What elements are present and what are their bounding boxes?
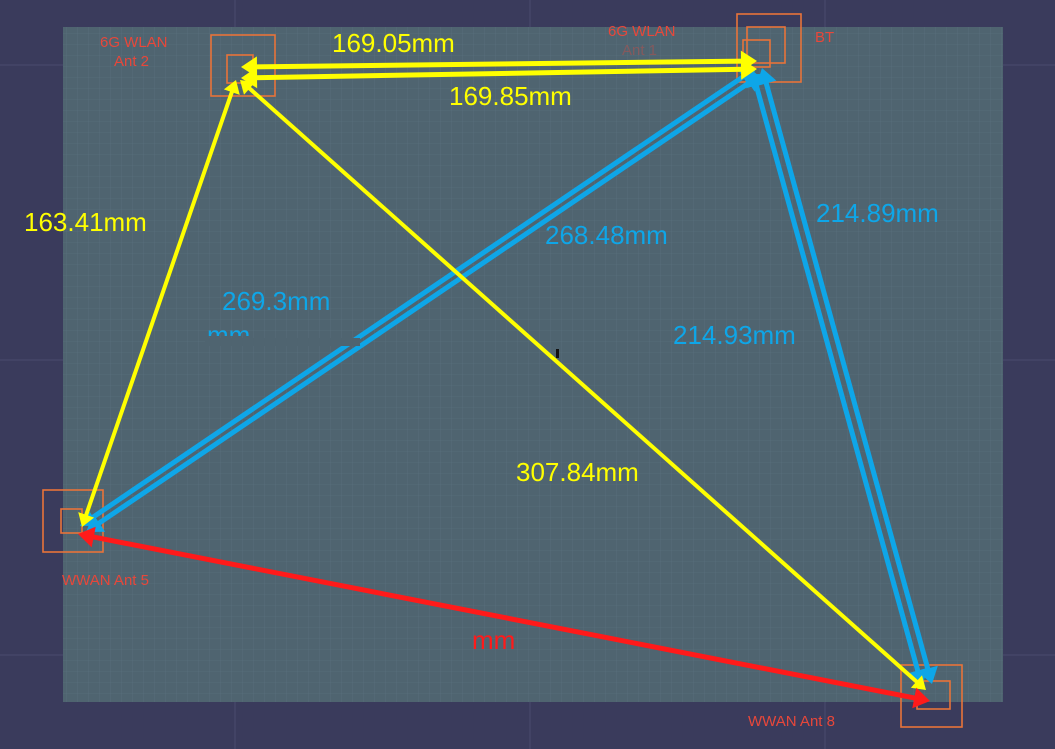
distance-lines xyxy=(78,50,938,709)
antenna-box-bt-outer xyxy=(746,26,786,64)
distance-label-top-b: 169.85mm xyxy=(449,81,572,111)
distance-label-bottom: mm xyxy=(472,625,516,655)
distance-label-diag-blue-b: 269.3mm xyxy=(222,286,331,316)
label-mask xyxy=(205,338,360,346)
antenna-label-wlan-ant1: 6G WLAN Ant 1 xyxy=(608,23,676,59)
distance-label-right-b: 214.93mm xyxy=(673,320,796,350)
distance-label-left: 163.41mm xyxy=(24,207,147,237)
antenna-label-bt: BT xyxy=(815,29,835,46)
distance-label-right-a: 214.89mm xyxy=(816,198,939,228)
arrow-left-yellow xyxy=(78,80,240,527)
center-mark xyxy=(556,349,559,358)
distance-label-diag-blue-c: mm xyxy=(207,322,250,336)
arrow-bottom-red xyxy=(78,526,930,709)
distance-label-diag-yellow: 307.84mm xyxy=(516,457,639,487)
distance-label-top-a: 169.05mm xyxy=(332,28,455,58)
antenna-label-wlan-ant2: 6G WLAN Ant 2 xyxy=(100,34,168,70)
antenna-label-wwan-ant8: WWAN Ant 8 xyxy=(748,713,835,730)
distance-label-diag-blue: 268.48mm xyxy=(545,220,668,250)
antenna-label-wwan-ant5: WWAN Ant 5 xyxy=(62,572,149,589)
arrow-diag-yellow xyxy=(240,80,926,690)
arrow-right-blue-2 xyxy=(756,68,938,684)
board-grid xyxy=(63,27,1003,702)
